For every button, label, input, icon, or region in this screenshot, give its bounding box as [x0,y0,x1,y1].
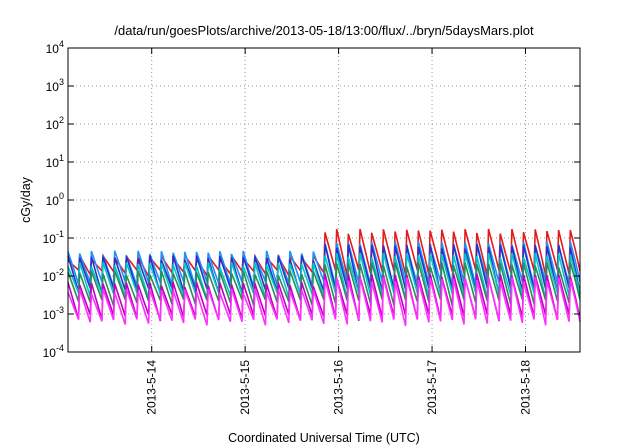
x-tick-label: 2013-5-18 [518,360,532,415]
x-axis: 2013-5-14 2013-5-15 2013-5-16 2013-5-17 2013… [145,48,532,415]
y-tick-label: 10-4 [43,343,64,360]
series-line [67,277,581,327]
y-tick-label: 102 [46,115,64,132]
y-tick-label: 104 [46,39,64,56]
x-tick-label: 2013-5-17 [425,360,439,415]
y-axis: 10-4 10-3 10-2 10-1 100 101 102 103 104 [43,39,580,360]
y-tick-label: 101 [46,153,64,170]
y-axis-label: cGy/day [19,176,33,223]
y-tick-label: 10-2 [43,267,64,284]
x-tick-label: 2013-5-15 [238,360,252,415]
chart-title: /data/run/goesPlots/archive/2013-05-18/1… [114,23,534,38]
x-tick-label: 2013-5-14 [145,360,159,415]
y-tick-label: 100 [46,191,64,208]
x-axis-label: Coordinated Universal Time (UTC) [228,431,420,445]
y-tick-label: 10-3 [43,305,64,322]
y-tick-label: 103 [46,77,64,94]
x-tick-label: 2013-5-16 [332,360,346,415]
series-group [67,228,581,327]
y-tick-label: 10-1 [43,229,64,246]
